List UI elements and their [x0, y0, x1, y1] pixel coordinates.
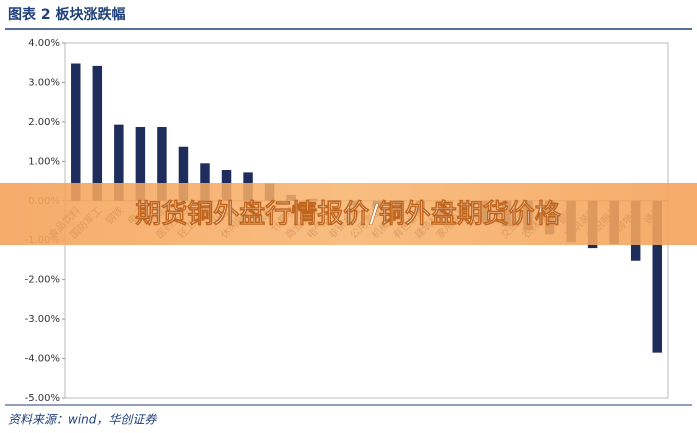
banner-text: 期货铜外盘行情报价/铜外盘期货价格: [135, 199, 561, 230]
bar: [652, 200, 662, 353]
y-tick-label: 3.00%: [28, 77, 60, 88]
bar: [135, 127, 146, 201]
y-tick-label: -3.00%: [25, 314, 60, 325]
bar: [200, 163, 210, 201]
y-tick-label: 1.00%: [28, 156, 60, 167]
bar: [178, 146, 189, 201]
y-tick-label: -4.00%: [25, 354, 60, 365]
y-tick-label: -5.00%: [25, 393, 60, 404]
bar: [157, 127, 167, 201]
y-tick-label: -2.00%: [25, 275, 60, 286]
chart-title: 图表 2 板块涨跌幅: [8, 6, 126, 23]
bar: [71, 63, 81, 201]
bar: [92, 65, 103, 201]
y-tick-label: 2.00%: [28, 117, 60, 128]
bar: [114, 124, 124, 201]
y-tick-label: 4.00%: [28, 38, 60, 49]
banner-bg: [0, 183, 697, 245]
source: 资料来源：wind，华创证券: [8, 413, 157, 427]
